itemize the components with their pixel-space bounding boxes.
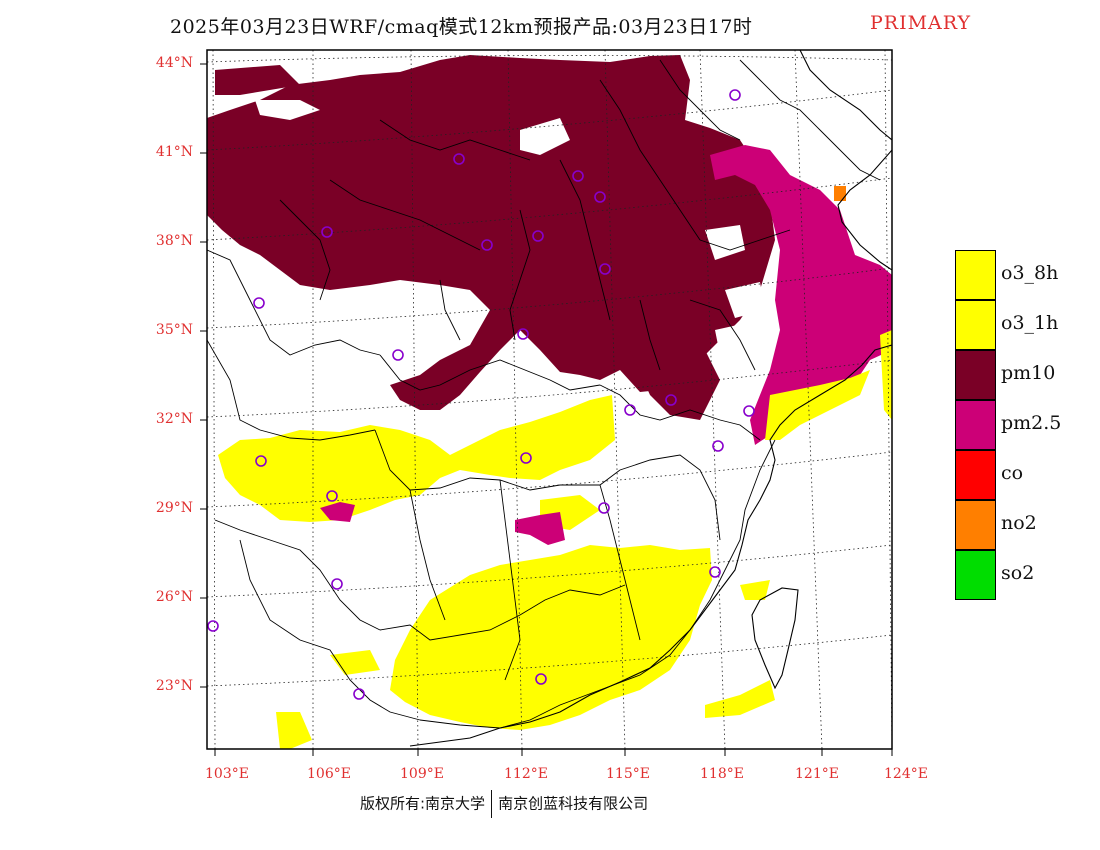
lon-label: 118°E xyxy=(700,766,744,782)
lat-label: 29°N xyxy=(155,500,193,516)
site-marker xyxy=(598,502,610,514)
lat-label: 35°N xyxy=(155,322,193,338)
site-marker xyxy=(599,263,611,275)
legend-item-co: co xyxy=(955,450,1085,500)
o3-region xyxy=(330,650,380,675)
no2-spot xyxy=(834,186,846,201)
site-marker xyxy=(253,297,265,309)
lat-label: 32°N xyxy=(155,411,193,427)
copyright-text: 版权所有:南京大学 xyxy=(360,794,486,813)
legend-swatch xyxy=(955,350,996,400)
legend-item-pm10: pm10 xyxy=(955,350,1085,400)
o3-region xyxy=(390,545,712,730)
lon-label: 124°E xyxy=(884,766,928,782)
site-markers xyxy=(207,89,755,700)
legend-item-so2: so2 xyxy=(955,550,1085,600)
site-marker xyxy=(353,688,365,700)
site-marker xyxy=(572,170,584,182)
o3-region xyxy=(765,370,870,440)
o3-region xyxy=(705,680,775,718)
pm10-patch xyxy=(215,65,300,95)
site-marker xyxy=(207,620,219,632)
map-title: 2025年03月23日WRF/cmaq模式12km预报产品:03月23日17时 xyxy=(170,16,753,38)
primary-tag: PRIMARY xyxy=(870,12,972,34)
lon-label: 112°E xyxy=(504,766,548,782)
site-marker xyxy=(331,578,343,590)
pm25-patch xyxy=(515,512,565,545)
o3-region xyxy=(740,580,770,600)
legend-swatch xyxy=(955,300,996,350)
footer-divider xyxy=(491,790,493,818)
legend-item-o3-8h: o3_8h xyxy=(955,250,1085,300)
pm10-region xyxy=(207,55,775,410)
site-marker xyxy=(665,394,677,406)
site-marker xyxy=(624,404,636,416)
site-marker xyxy=(729,89,741,101)
lat-label: 44°N xyxy=(155,55,193,71)
axis-ticks xyxy=(200,63,893,756)
legend-label: co xyxy=(1001,462,1024,484)
site-marker xyxy=(709,566,721,578)
copyright-footer: 版权所有:南京大学 南京创蓝科技有限公司 xyxy=(360,790,648,818)
o3-region xyxy=(880,330,892,420)
site-marker xyxy=(594,191,606,203)
site-marker xyxy=(453,153,465,165)
site-marker xyxy=(481,239,493,251)
site-marker xyxy=(517,328,529,340)
graticule xyxy=(207,50,892,749)
site-marker xyxy=(712,440,724,452)
legend-label: pm2.5 xyxy=(1001,412,1062,434)
map-frame xyxy=(206,49,893,750)
legend-swatch xyxy=(955,400,996,450)
legend-swatch xyxy=(955,250,996,300)
coastline xyxy=(409,50,892,747)
lon-label: 109°E xyxy=(400,766,444,782)
legend-label: o3_1h xyxy=(1001,312,1059,334)
province-borders xyxy=(207,59,881,729)
legend-label: pm10 xyxy=(1001,362,1056,384)
legend-label: o3_8h xyxy=(1001,262,1059,284)
legend-swatch xyxy=(955,450,996,500)
site-marker xyxy=(520,452,532,464)
site-marker xyxy=(535,673,547,685)
pollution-fields xyxy=(207,55,892,749)
pm25-patch xyxy=(320,502,355,522)
legend-item-o3-1h: o3_1h xyxy=(955,300,1085,350)
pm25-region xyxy=(710,145,892,445)
lat-label: 41°N xyxy=(155,144,193,160)
site-marker xyxy=(255,455,267,467)
legend-swatch xyxy=(955,550,996,600)
lat-label: 23°N xyxy=(155,678,193,694)
site-marker xyxy=(326,490,338,502)
o3-region xyxy=(276,712,312,749)
site-marker xyxy=(392,349,404,361)
legend-swatch xyxy=(955,500,996,550)
legend-item-no2: no2 xyxy=(955,500,1085,550)
lon-label: 106°E xyxy=(307,766,351,782)
lon-label: 121°E xyxy=(795,766,839,782)
pm10-patch xyxy=(630,340,720,420)
lat-label: 38°N xyxy=(155,233,193,249)
lon-label: 103°E xyxy=(205,766,249,782)
legend-label: so2 xyxy=(1001,562,1035,584)
lon-label: 115°E xyxy=(606,766,650,782)
legend-label: no2 xyxy=(1001,512,1037,534)
site-marker xyxy=(532,230,544,242)
o3-region xyxy=(218,395,615,522)
lat-label: 26°N xyxy=(155,589,193,605)
site-marker xyxy=(321,226,333,238)
legend-item-pm25: pm2.5 xyxy=(955,400,1085,450)
site-marker xyxy=(743,405,755,417)
company-text: 南京创蓝科技有限公司 xyxy=(498,794,649,813)
